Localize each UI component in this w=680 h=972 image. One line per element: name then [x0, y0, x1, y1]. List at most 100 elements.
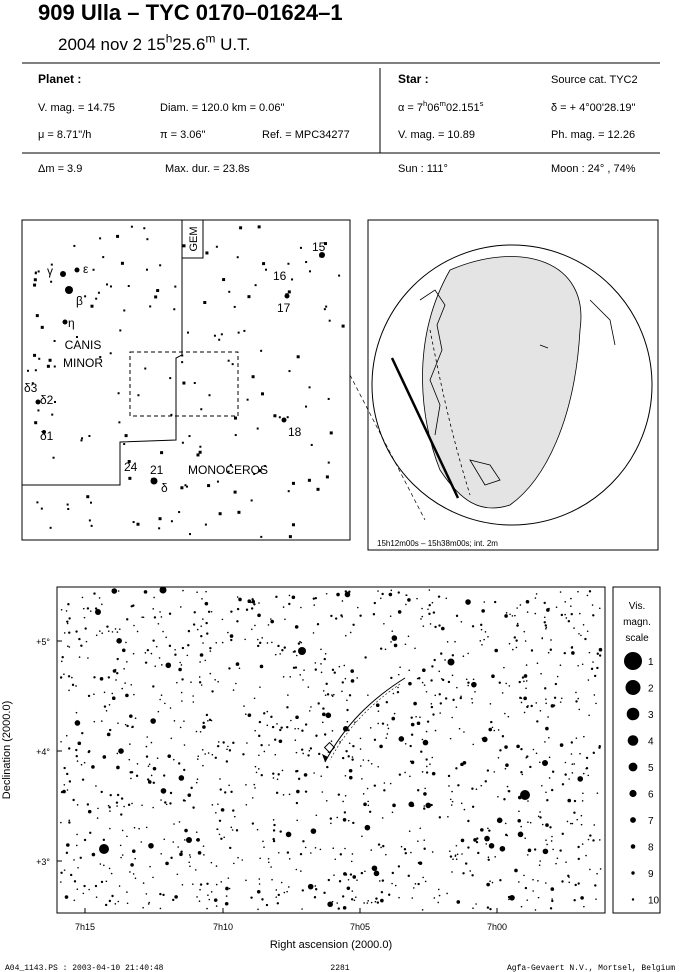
star [94, 607, 98, 610]
star [486, 769, 490, 772]
star [262, 262, 266, 266]
star [312, 632, 315, 634]
star [322, 707, 325, 710]
star [275, 889, 278, 891]
star [262, 840, 264, 843]
star [286, 890, 288, 893]
star [428, 589, 431, 591]
star [173, 720, 176, 722]
star [256, 828, 259, 831]
star [333, 693, 335, 696]
arrow [322, 754, 328, 762]
star [302, 840, 305, 843]
star [570, 741, 574, 744]
star [438, 894, 441, 897]
star [111, 631, 114, 633]
star [598, 607, 601, 610]
star [327, 751, 330, 753]
star [80, 439, 83, 442]
star [313, 604, 316, 606]
star [370, 849, 373, 851]
star [507, 715, 510, 718]
star [145, 268, 148, 271]
star [106, 625, 109, 628]
star [444, 697, 448, 700]
star [520, 825, 522, 828]
star [162, 893, 165, 897]
star [99, 677, 104, 681]
star [370, 762, 373, 765]
star [352, 623, 355, 626]
star [31, 382, 34, 385]
star [596, 872, 598, 875]
star [86, 607, 90, 610]
star-label: 17 [277, 301, 291, 315]
star [250, 499, 253, 502]
star [108, 806, 111, 809]
star [84, 295, 87, 298]
star [534, 909, 537, 911]
star [161, 789, 166, 793]
star [451, 871, 453, 873]
star [352, 875, 357, 879]
star [176, 873, 179, 876]
star [517, 818, 522, 823]
star [363, 802, 367, 807]
star [525, 756, 528, 759]
star [169, 377, 172, 380]
star [60, 608, 63, 611]
star [165, 662, 172, 669]
star [225, 886, 229, 891]
star [220, 808, 225, 812]
star [178, 762, 181, 765]
star [159, 892, 162, 896]
star [288, 535, 292, 539]
star [95, 896, 98, 898]
star [150, 652, 153, 655]
star [172, 758, 175, 761]
star [535, 702, 538, 704]
star [411, 897, 414, 899]
star [456, 686, 458, 689]
star [196, 758, 199, 760]
star [537, 815, 540, 818]
star [392, 803, 396, 808]
star [179, 726, 182, 729]
star [247, 599, 252, 603]
star [206, 907, 208, 910]
star [560, 697, 563, 700]
star [190, 786, 193, 790]
star [542, 848, 549, 855]
star [184, 828, 188, 833]
star [505, 612, 508, 614]
star [81, 731, 84, 735]
star [154, 665, 157, 668]
star [143, 590, 148, 594]
star [235, 829, 239, 832]
star [270, 619, 274, 624]
star [520, 771, 523, 774]
star [131, 849, 136, 853]
star [131, 725, 134, 729]
star [489, 880, 491, 883]
star [200, 408, 203, 411]
star [471, 625, 475, 628]
star [523, 696, 527, 701]
star [425, 758, 428, 761]
star [590, 667, 594, 671]
star [323, 308, 326, 311]
star [540, 672, 542, 675]
star [258, 734, 261, 738]
star [490, 720, 493, 724]
star [136, 763, 139, 765]
star [195, 831, 198, 833]
star [325, 305, 328, 308]
star [215, 905, 218, 907]
star [182, 244, 186, 248]
star [484, 631, 487, 633]
star [423, 807, 426, 810]
star [421, 681, 424, 684]
star [282, 606, 285, 608]
star [130, 683, 133, 686]
